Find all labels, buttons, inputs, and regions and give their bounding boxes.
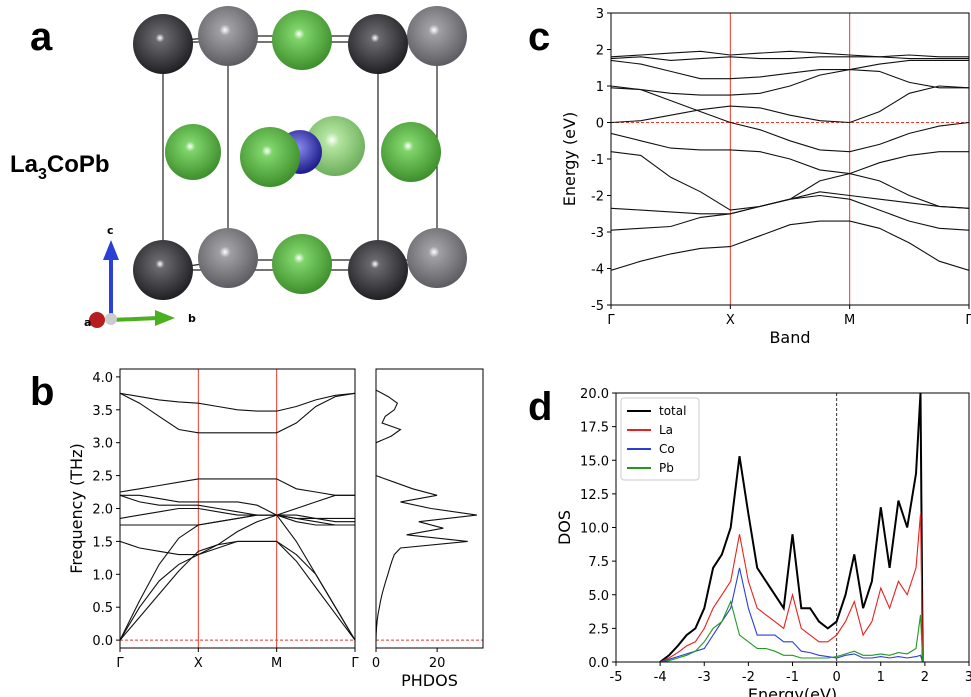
series-line <box>120 541 355 640</box>
y-tick-label: 1.0 <box>92 568 113 583</box>
x-tick-label: X <box>726 313 735 328</box>
series-line <box>120 541 355 640</box>
series-line <box>660 568 923 662</box>
series-line <box>611 152 969 210</box>
x-tick-label: Γ <box>965 313 971 328</box>
y-tick-label: 5.0 <box>588 589 609 604</box>
series-line <box>611 60 969 78</box>
series-line <box>611 133 969 173</box>
figure: a b c d c a b La3CoPb 0.00.51.01.52.02.5… <box>0 0 971 697</box>
panel-label: c <box>528 15 550 59</box>
x-tick-label: 3 <box>965 670 971 685</box>
y-tick-label: 2.5 <box>92 470 113 485</box>
axis-label: b <box>188 312 196 325</box>
legend-label: total <box>659 404 686 418</box>
x-tick-label: 20 <box>429 656 446 671</box>
y-tick-label: -4 <box>591 263 604 278</box>
x-tick-label: M <box>844 313 855 328</box>
axis-label: a <box>84 316 91 329</box>
y-tick-label: 4.0 <box>92 371 113 386</box>
series-line <box>611 192 969 214</box>
x-tick-label: 0 <box>372 656 380 671</box>
series-group <box>376 390 477 640</box>
x-tick-label: Γ <box>116 656 124 671</box>
y-tick-label: 2.5 <box>588 622 609 637</box>
legend-label: La <box>659 423 673 437</box>
series-line <box>611 51 969 57</box>
y-tick-label: 0.5 <box>92 601 113 616</box>
series-line <box>120 515 355 640</box>
x-tick-label: -4 <box>654 670 667 685</box>
series-line <box>611 88 969 152</box>
y-tick-label: 17.5 <box>580 421 609 436</box>
y-tick-label: 0.0 <box>588 656 609 671</box>
legend-label: Pb <box>659 461 674 475</box>
x-tick-label: 0 <box>832 670 840 685</box>
y-tick-label: 15.0 <box>580 454 609 469</box>
x-tick-label: X <box>194 656 203 671</box>
x-tick-label: -2 <box>742 670 755 685</box>
panel-label: a <box>30 15 53 59</box>
panel-label: b <box>30 370 54 414</box>
series-line <box>120 515 355 555</box>
series-group <box>120 393 355 640</box>
panel-label: d <box>528 385 552 429</box>
y-axis-label: DOS <box>555 510 574 545</box>
y-tick-label: -5 <box>591 299 604 314</box>
axis-label: c <box>107 224 114 237</box>
x-tick-label: -1 <box>786 670 799 685</box>
series-line <box>120 515 355 525</box>
series-line <box>120 479 355 495</box>
y-tick-label: 12.5 <box>580 488 609 503</box>
x-axis-label: PHDOS <box>401 671 458 690</box>
y-tick-label: -1 <box>591 153 604 168</box>
y-tick-label: 20.0 <box>580 387 609 402</box>
series-line <box>120 393 355 411</box>
y-tick-label: 10.0 <box>580 522 609 537</box>
y-tick-label: 1.5 <box>92 535 113 550</box>
x-tick-label: Γ <box>607 313 615 328</box>
y-tick-label: 0 <box>596 117 604 132</box>
y-tick-label: -2 <box>591 190 604 205</box>
y-axis-label: Frequency (THz) <box>67 443 86 573</box>
series-line <box>611 221 969 270</box>
x-axis-label: Energy(eV) <box>748 685 837 697</box>
y-tick-label: 2.0 <box>92 503 113 518</box>
y-tick-label: 3.0 <box>92 437 113 452</box>
y-axis-label: Energy (eV) <box>560 112 579 206</box>
y-tick-label: 3 <box>596 7 604 22</box>
plot-frame <box>120 369 355 648</box>
series-line <box>376 390 477 640</box>
legend-label: Co <box>659 442 675 456</box>
series-group <box>611 51 969 270</box>
crystal-structure: c a b La3CoPb <box>10 6 467 329</box>
y-tick-label: 7.5 <box>588 555 609 570</box>
x-tick-label: -3 <box>698 670 711 685</box>
y-tick-label: -3 <box>591 226 604 241</box>
y-tick-label: 3.5 <box>92 404 113 419</box>
x-tick-label: -5 <box>610 670 623 685</box>
y-tick-label: 2 <box>596 44 604 59</box>
y-tick-label: 0.0 <box>92 634 113 649</box>
series-line <box>660 602 923 663</box>
x-axis-label: Band <box>769 328 810 347</box>
y-tick-label: 1 <box>596 80 604 95</box>
x-tick-label: 1 <box>877 670 885 685</box>
series-line <box>611 86 969 123</box>
formula: La3CoPb <box>10 151 110 183</box>
x-tick-label: M <box>271 656 282 671</box>
x-tick-label: Γ <box>351 656 359 671</box>
x-tick-label: 2 <box>921 670 929 685</box>
